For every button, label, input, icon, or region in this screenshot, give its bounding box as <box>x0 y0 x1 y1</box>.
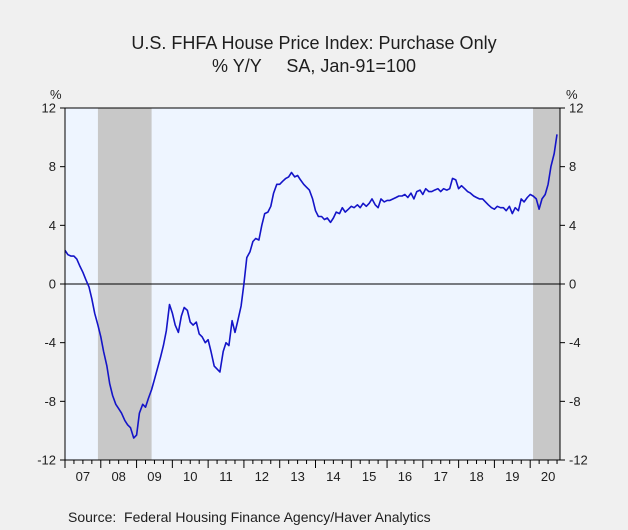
x-tick-label: 16 <box>398 469 412 484</box>
x-tick-label: 18 <box>469 469 483 484</box>
x-tick-label: 19 <box>505 469 519 484</box>
chart-subtitle: % Y/Y SA, Jan-91=100 <box>212 56 416 76</box>
y-left-tick-label: 0 <box>49 277 56 292</box>
y-right-tick-label: -4 <box>569 335 581 350</box>
chart-title: U.S. FHFA House Price Index: Purchase On… <box>131 33 496 53</box>
y-right-tick-label: 4 <box>569 218 576 233</box>
x-tick-label: 20 <box>541 469 555 484</box>
y-left-tick-label: -8 <box>44 394 56 409</box>
x-tick-label: 11 <box>219 469 233 484</box>
y-right-tick-label: -8 <box>569 394 581 409</box>
y-left-tick-label: 4 <box>49 218 56 233</box>
series-line-hpi-yoy <box>64 134 558 439</box>
y-right-tick-label: 0 <box>569 277 576 292</box>
y-left-tick-label: 8 <box>49 159 56 174</box>
x-tick-label: 09 <box>147 469 161 484</box>
x-tick-label: 08 <box>111 469 125 484</box>
x-tick-label: 07 <box>76 469 90 484</box>
x-tick-label: 10 <box>183 469 197 484</box>
y-left-tick-label: -4 <box>44 335 56 350</box>
y-axis-unit-right: % <box>566 87 578 102</box>
y-right-tick-label: 12 <box>569 101 583 116</box>
y-right-tick-label: -12 <box>569 453 588 468</box>
x-tick-label: 14 <box>326 469 340 484</box>
x-tick-label: 17 <box>433 469 447 484</box>
x-tick-label: 15 <box>362 469 376 484</box>
x-axis: 07 08 09 10 11 12 13 14 15 16 17 18 19 20 <box>64 460 558 484</box>
y-axis-left: 12 8 4 0 -4 -8 -12 <box>37 101 65 468</box>
x-tick-label: 12 <box>255 469 269 484</box>
y-left-tick-label: -12 <box>37 453 56 468</box>
y-left-tick-label: 12 <box>42 101 56 116</box>
y-axis-unit-left: % <box>50 87 62 102</box>
y-right-tick-label: 8 <box>569 159 576 174</box>
x-tick-label: 13 <box>290 469 304 484</box>
y-axis-right: 12 8 4 0 -4 -8 -12 <box>560 101 588 468</box>
source-note: Source: Federal Housing Finance Agency/H… <box>68 509 431 525</box>
